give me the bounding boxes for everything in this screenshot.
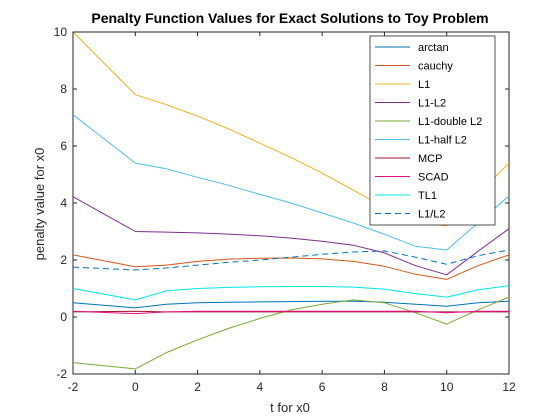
- legend-entry: SCAD: [418, 172, 449, 184]
- y-tick-label: 0: [60, 310, 67, 324]
- series-line-cauchy: [73, 254, 509, 280]
- y-tick-label: 10: [54, 25, 68, 39]
- series-line-scad: [73, 310, 509, 315]
- legend-entry: MCP: [418, 153, 442, 165]
- series-line-l1-l2: [73, 249, 509, 271]
- x-tick-label: -2: [68, 380, 79, 394]
- legend-entry: L1: [418, 79, 430, 91]
- y-tick-label: 2: [60, 253, 67, 267]
- legend-entry: L1-half L2: [418, 135, 467, 147]
- series-line-l1-double-l2: [73, 296, 509, 370]
- x-tick-label: 10: [440, 380, 454, 394]
- y-tick-label: -2: [56, 367, 67, 381]
- y-tick-label: 8: [60, 82, 67, 96]
- series-line-arctan: [73, 300, 509, 309]
- x-tick-label: 2: [194, 380, 201, 394]
- x-tick-label: 12: [502, 380, 516, 394]
- legend-box: [369, 35, 496, 226]
- x-tick-label: 0: [132, 380, 139, 394]
- series-line-l1-half-l2: [73, 114, 509, 251]
- x-tick-label: 4: [257, 380, 264, 394]
- ticks-layer: -2 0 2 4 6 8 10 12 -2 0 2 4 6 8 10: [54, 25, 516, 394]
- legend: arctan cauchy L1 L1-L2 L1-double L2 L1-half L…: [369, 35, 496, 226]
- legend-entry: L1/L2: [418, 209, 446, 221]
- y-axis-label: penalty value for x0: [32, 148, 47, 261]
- legend-entry: TL1: [418, 190, 437, 202]
- x-tick-label: 6: [319, 380, 326, 394]
- legend-entry: arctan: [418, 42, 449, 54]
- series-layer: [73, 32, 509, 370]
- y-tick-label: 6: [60, 139, 67, 153]
- y-tick-label: 4: [60, 196, 67, 210]
- x-tick-label: 8: [381, 380, 388, 394]
- chart-title: Penalty Function Values for Exact Soluti…: [91, 10, 488, 26]
- legend-entry: L1-double L2: [418, 116, 482, 128]
- series-line-l1-l2: [73, 196, 509, 276]
- series-line-tl1: [73, 285, 509, 301]
- legend-entry: L1-L2: [418, 98, 446, 110]
- x-axis-label: t for x0: [270, 400, 310, 415]
- legend-entry: cauchy: [418, 61, 453, 73]
